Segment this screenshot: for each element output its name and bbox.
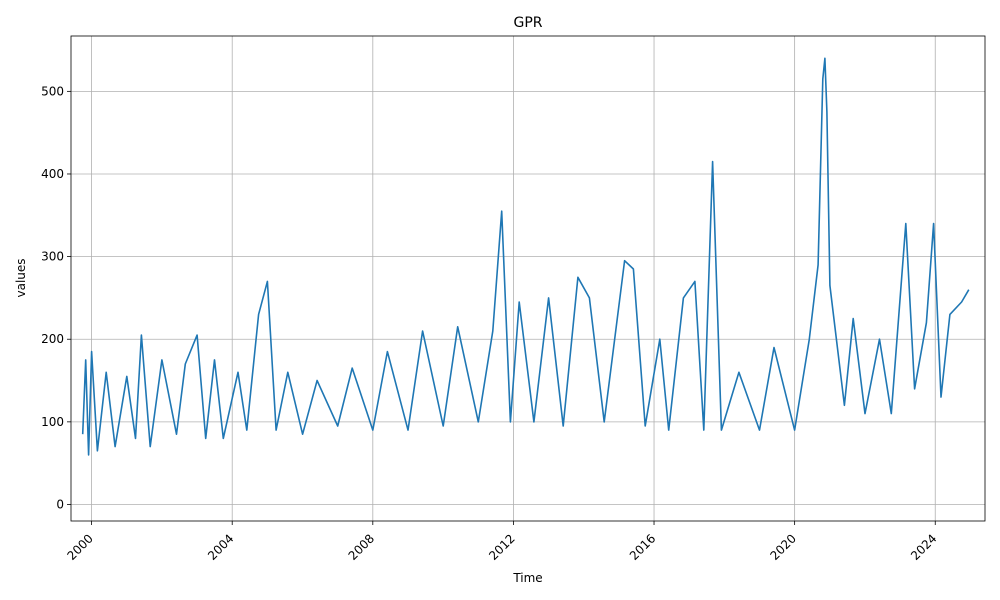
y-tick-label: 200 xyxy=(41,332,64,346)
y-tick-label: 400 xyxy=(41,167,64,181)
x-tick-label: 2024 xyxy=(908,531,939,562)
chart-title: GPR xyxy=(513,15,542,31)
x-tick-label: 2008 xyxy=(346,531,377,562)
y-tick-label: 0 xyxy=(56,497,64,511)
x-tick-label: 2016 xyxy=(627,531,658,562)
y-tick-label: 100 xyxy=(41,415,64,429)
data-series xyxy=(81,57,970,456)
x-tick-label: 2004 xyxy=(205,531,236,562)
y-axis-ticks: 0 100 200 300 400 500 xyxy=(41,84,71,511)
x-tick-label: 2000 xyxy=(64,531,95,562)
gridlines xyxy=(71,36,985,521)
plot-frame xyxy=(70,35,986,522)
x-axis-label: Time xyxy=(512,571,542,585)
y-axis-label: values xyxy=(14,258,28,297)
y-tick-label: 300 xyxy=(41,250,64,264)
x-tick-label: 2020 xyxy=(767,531,798,562)
x-tick-label: 2012 xyxy=(486,531,517,562)
y-tick-label: 500 xyxy=(41,84,64,98)
x-axis-ticks: 2000 2004 2008 2012 2016 2020 2024 xyxy=(64,521,940,563)
series-line xyxy=(81,57,970,456)
